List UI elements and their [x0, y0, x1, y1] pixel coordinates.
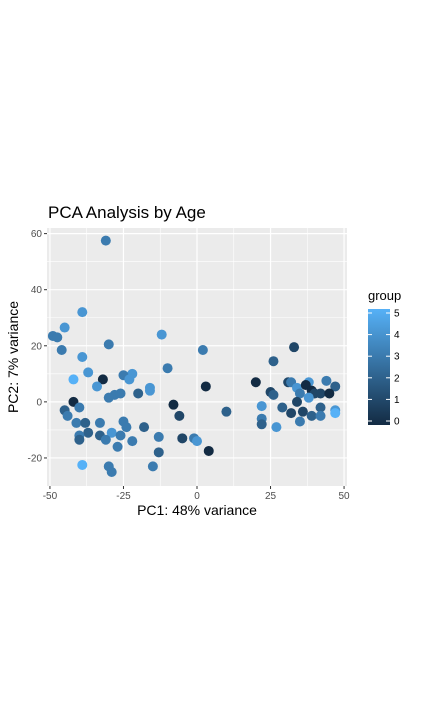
- data-point: [113, 442, 123, 452]
- x-tick-label: 0: [194, 491, 200, 502]
- data-point: [101, 236, 111, 246]
- data-point: [268, 390, 278, 400]
- data-point: [68, 374, 78, 384]
- data-point: [74, 402, 84, 412]
- x-axis-title: PC1: 48% variance: [137, 502, 257, 518]
- data-point: [107, 467, 117, 477]
- x-tick-label: -50: [43, 491, 58, 502]
- x-axis-ticks: -50 -25 0 25 50: [43, 486, 350, 502]
- data-point: [316, 411, 326, 421]
- legend-tick-label: 2: [394, 373, 400, 384]
- data-point: [95, 418, 105, 428]
- data-point: [271, 422, 281, 432]
- x-tick-label: 25: [265, 491, 277, 502]
- data-point: [63, 411, 73, 421]
- data-point: [286, 408, 296, 418]
- data-point: [116, 431, 126, 441]
- legend-colorbar: [368, 309, 390, 425]
- data-point: [77, 460, 87, 470]
- data-point: [324, 388, 334, 398]
- x-tick-label: -25: [116, 491, 131, 502]
- data-point: [321, 376, 331, 386]
- data-point: [116, 388, 126, 398]
- y-tick-label: -20: [28, 453, 43, 464]
- data-point: [168, 400, 178, 410]
- data-point: [268, 356, 278, 366]
- data-point: [163, 363, 173, 373]
- legend-tick-label: 1: [394, 395, 400, 406]
- data-point: [101, 435, 111, 445]
- y-axis-title: PC2: 7% variance: [5, 301, 21, 413]
- data-point: [83, 367, 93, 377]
- data-point: [57, 345, 67, 355]
- x-tick-label: 50: [338, 491, 350, 502]
- data-point: [307, 411, 317, 421]
- data-point: [251, 377, 261, 387]
- data-point: [148, 461, 158, 471]
- data-point: [221, 407, 231, 417]
- data-point: [83, 428, 93, 438]
- data-point: [174, 411, 184, 421]
- data-point: [257, 401, 267, 411]
- y-tick-label: 20: [31, 341, 43, 352]
- data-point: [77, 352, 87, 362]
- legend-tick-label: 0: [394, 417, 400, 428]
- y-tick-label: 60: [31, 229, 43, 240]
- y-tick-label: 0: [36, 397, 42, 408]
- data-point: [60, 323, 70, 333]
- data-point: [257, 419, 267, 429]
- data-point: [71, 418, 81, 428]
- data-point: [295, 417, 305, 427]
- data-point: [80, 418, 90, 428]
- data-point: [92, 381, 102, 391]
- data-point: [292, 397, 302, 407]
- data-point: [121, 422, 131, 432]
- data-point: [74, 435, 84, 445]
- color-legend: group 0 1 2 3 4 5: [368, 288, 401, 428]
- y-tick-label: 40: [31, 285, 43, 296]
- data-point: [198, 345, 208, 355]
- legend-tick-label: 5: [394, 309, 400, 320]
- data-point: [52, 332, 62, 342]
- data-point: [133, 388, 143, 398]
- data-point: [154, 432, 164, 442]
- data-point: [277, 402, 287, 412]
- legend-tick-label: 4: [394, 330, 400, 341]
- data-point: [177, 433, 187, 443]
- data-point: [139, 422, 149, 432]
- legend-title: group: [368, 288, 401, 303]
- data-point: [145, 386, 155, 396]
- data-point: [154, 447, 164, 457]
- data-point: [104, 393, 114, 403]
- y-axis-ticks: -20 0 20 40 60: [28, 229, 47, 464]
- legend-tick-label: 3: [394, 352, 400, 363]
- data-point: [298, 407, 308, 417]
- data-point: [304, 393, 314, 403]
- data-point: [157, 330, 167, 340]
- data-point: [124, 374, 134, 384]
- chart-title: PCA Analysis by Age: [48, 203, 206, 222]
- data-point: [77, 307, 87, 317]
- data-point: [201, 381, 211, 391]
- data-point: [204, 446, 214, 456]
- data-point: [192, 436, 202, 446]
- data-point: [127, 436, 137, 446]
- data-point: [330, 408, 340, 418]
- data-point: [104, 339, 114, 349]
- data-point: [289, 342, 299, 352]
